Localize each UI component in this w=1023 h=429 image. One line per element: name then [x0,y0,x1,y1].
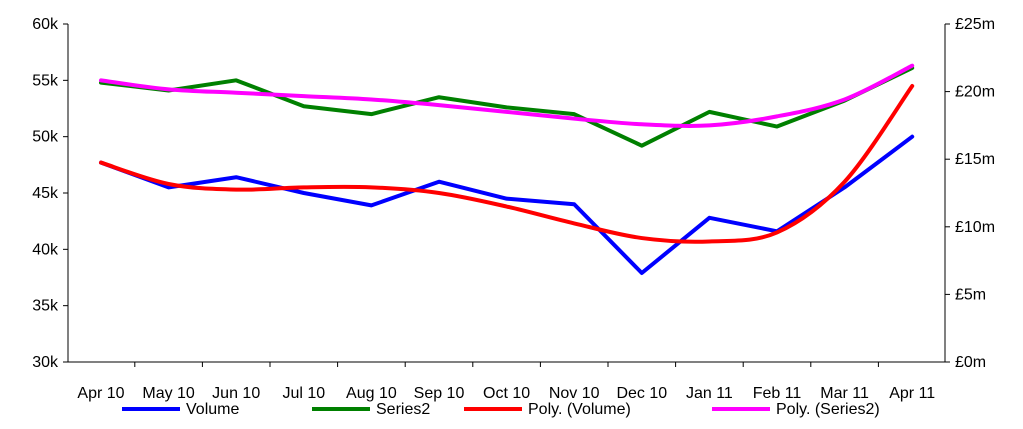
x-tick-label: Feb 11 [753,385,802,402]
legend-label-poly-volume: Poly. (Volume) [528,401,631,418]
y-right-tick-label: £10m [955,219,995,236]
x-tick-label: Nov 10 [549,385,600,402]
x-tick-label: May 10 [142,385,195,402]
axes: 30k 35k 40k 45k 50k 55k 60k £0m £5m £10m £15m £20m £… [32,16,995,402]
y-left-tick-label: 55k [32,72,59,89]
legend: Volume Series2 Poly. (Volume) Poly. (Series… [122,401,880,418]
y-left-tick-label: 30k [32,354,59,371]
y-left-tick-label: 40k [32,241,59,258]
y-right-tick-label: £0m [955,354,986,371]
x-tick-label: Jun 10 [212,385,260,402]
x-tick-label: Mar 11 [820,385,869,402]
y-left-tick-label: 60k [32,16,59,33]
y-left-tick-label: 50k [32,129,59,146]
series-line-series2 [99,65,915,148]
x-tick-label: Oct 10 [483,385,530,402]
y-right-tick-label: £20m [955,84,995,101]
y-left-tick-label: 35k [32,298,59,315]
x-tick-label: Apr 10 [77,385,124,402]
x-tick-label: Jan 11 [686,385,733,402]
x-tick-label: Dec 10 [616,385,667,402]
y-right-tick-label: £25m [955,16,995,33]
series-line-poly-volume [99,83,915,244]
x-tick-label: Sep 10 [414,385,465,402]
legend-label-volume: Volume [186,401,239,418]
x-tick-label: Aug 10 [346,385,397,402]
series-line-poly-series2 [99,63,915,128]
legend-label-series2: Series2 [376,401,430,418]
legend-label-poly-series2: Poly. (Series2) [776,401,880,418]
series-group [99,63,915,275]
y-right-tick-label: £15m [955,151,995,168]
y-left-tick-label: 45k [32,185,59,202]
x-tick-label: Jul 10 [282,385,325,402]
y-right-tick-label: £5m [955,286,986,303]
x-tick-label: Apr 11 [889,385,935,402]
